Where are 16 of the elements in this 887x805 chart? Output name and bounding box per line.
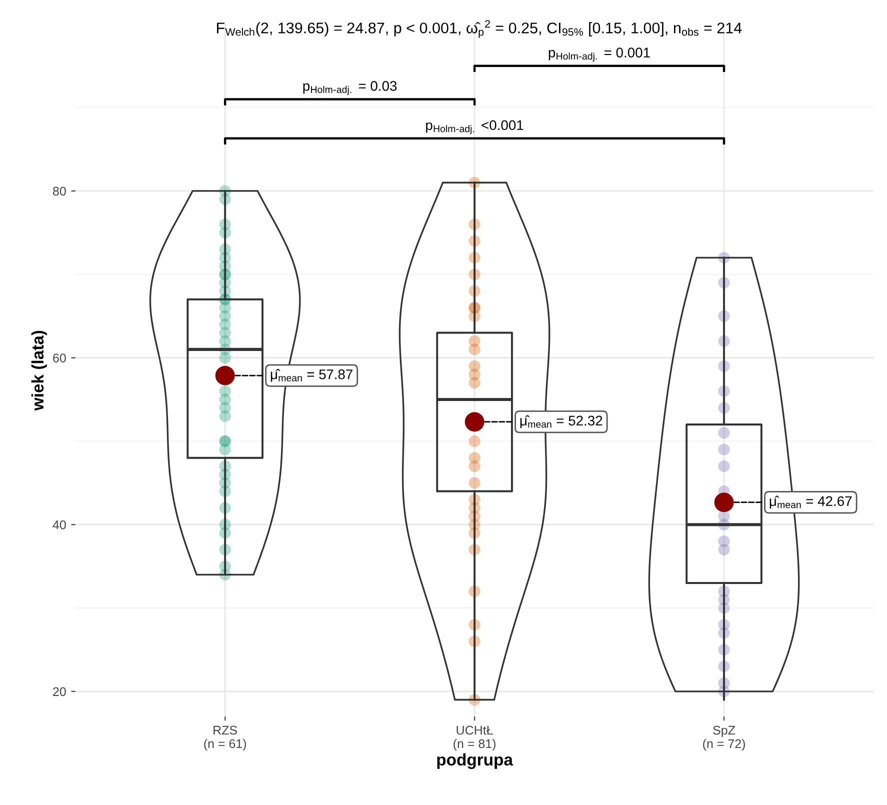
x-tick-label: SpZ (n = 72) xyxy=(703,726,745,751)
y-tick-label: 80 xyxy=(53,186,66,196)
annotation: μ̂$_{mean}$ = 42.67 xyxy=(770,496,852,509)
annotation: μ̂$_{mean}$ = 52.32 xyxy=(520,415,602,428)
annotation: p$_{Holm-adj.}$ <0.001 xyxy=(426,120,524,134)
y-tick-label: 20 xyxy=(53,687,66,696)
x-tick-label: RZS (n = 61) xyxy=(204,726,246,751)
x-axis-title: podgrupa xyxy=(437,753,514,769)
annotation: μ̂$_{mean}$ = 57.87 xyxy=(270,369,352,382)
y-axis-title: wiek (lata) xyxy=(31,330,47,411)
annotation: p$_{Holm-adj.}$ = 0.03 xyxy=(303,81,397,95)
annotation: p$_{Holm-adj.}$ = 0.001 xyxy=(548,48,650,62)
chart-title: F$_{Welch}$(2, 139.65) = 24.87, p < 0.001, ω̂$_{p}$$^{2}$ = 0.25, CI$_{95%}$ [0.15, 1.00], n$_{obs}$ = 214 xyxy=(216,20,742,38)
x-tick-label: UCHtŁ (n = 81) xyxy=(454,726,496,751)
y-tick-label: 40 xyxy=(52,520,66,530)
y-tick-label: 60 xyxy=(53,354,66,362)
